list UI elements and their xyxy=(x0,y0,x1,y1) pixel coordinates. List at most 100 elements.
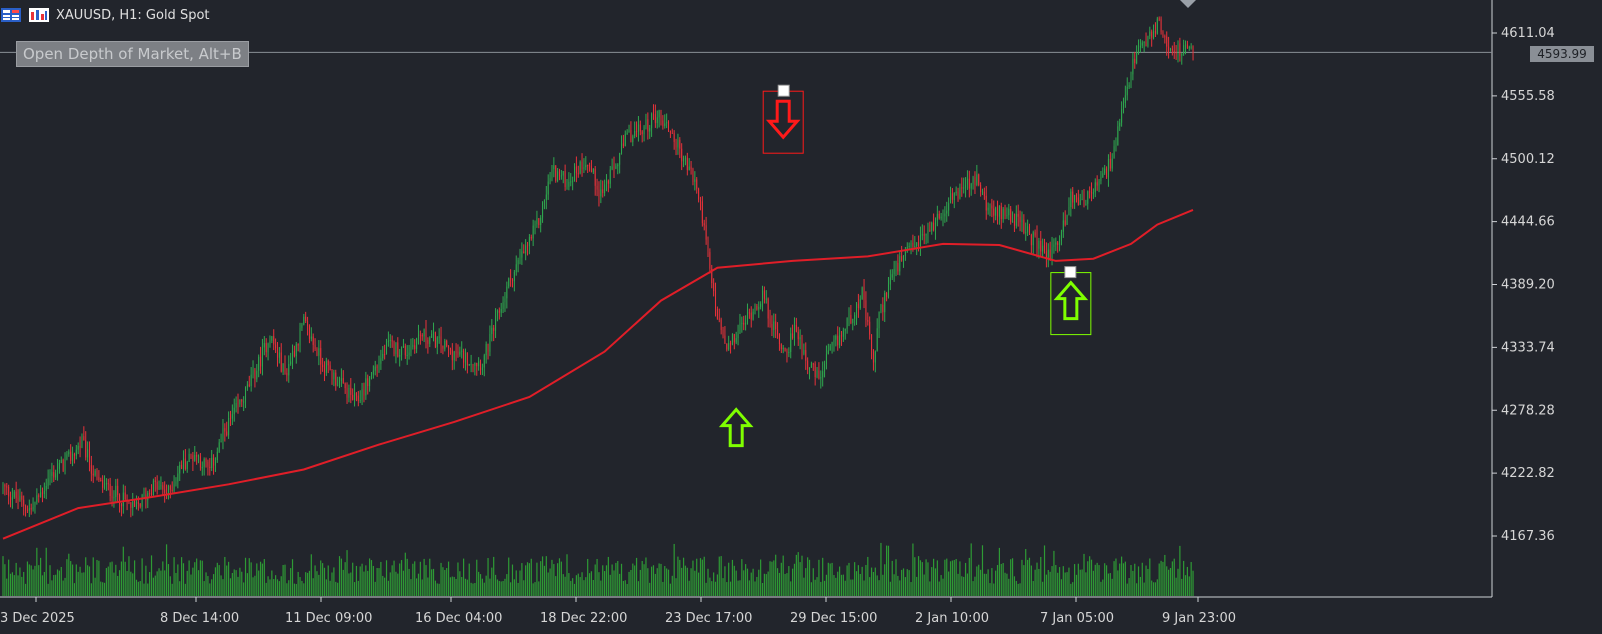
candle-body xyxy=(239,399,241,405)
volume-bar xyxy=(756,576,758,596)
volume-bar xyxy=(1100,581,1102,596)
depth-of-market-icon[interactable] xyxy=(28,6,50,24)
buy-signal-arrow[interactable] xyxy=(718,407,754,448)
candle-body xyxy=(1109,158,1111,169)
volume-bar xyxy=(115,564,117,596)
candle-body xyxy=(961,187,963,189)
candle-body xyxy=(293,351,295,357)
candle-body xyxy=(914,246,916,248)
candle-body xyxy=(1021,219,1023,223)
volume-bar xyxy=(303,583,305,596)
candle-body xyxy=(478,361,480,367)
volume-bar xyxy=(878,580,880,596)
candle-body xyxy=(1190,46,1192,48)
volume-bar xyxy=(987,569,989,596)
candle-body xyxy=(1030,234,1032,246)
volume-bar xyxy=(239,567,241,596)
volume-bar xyxy=(248,558,250,596)
volume-bar xyxy=(479,574,482,596)
volume-bar xyxy=(948,571,950,596)
volume-bar xyxy=(551,559,553,596)
candle-body xyxy=(209,466,211,469)
candle-body xyxy=(62,459,64,471)
volume-bar xyxy=(916,576,918,596)
volume-bar xyxy=(872,571,875,596)
candle-body xyxy=(850,315,852,324)
signal-handle[interactable] xyxy=(777,84,790,97)
volume-bar xyxy=(410,579,412,596)
candle-body xyxy=(825,353,827,364)
volume-bar xyxy=(1027,559,1029,596)
volume-bar xyxy=(13,575,15,596)
candle-body xyxy=(645,119,647,127)
volume-bar xyxy=(421,579,423,596)
volume-bar xyxy=(857,565,859,596)
candle-body xyxy=(387,340,389,343)
volume-bar xyxy=(194,562,196,596)
candle-body xyxy=(980,184,982,193)
volume-bar xyxy=(235,570,237,596)
candle-body xyxy=(510,278,512,280)
volume-bar xyxy=(647,568,649,596)
candle-body xyxy=(688,166,690,171)
candle-body xyxy=(741,322,743,324)
candle-body xyxy=(220,440,222,443)
candle-body xyxy=(724,335,726,344)
volume-bar xyxy=(699,558,702,596)
volume-bar xyxy=(775,554,777,596)
candle-body xyxy=(25,505,27,510)
candle-body xyxy=(1117,126,1119,146)
volume-bar xyxy=(1081,569,1083,596)
candle-body xyxy=(698,188,700,200)
volume-bar xyxy=(799,562,801,596)
sell-signal-arrow[interactable] xyxy=(762,84,804,154)
volume-bar xyxy=(447,561,450,596)
volume-bar xyxy=(637,581,640,596)
candle-body xyxy=(305,316,307,321)
volume-bar xyxy=(295,583,297,596)
volume-bar xyxy=(1184,575,1187,596)
volume-bar xyxy=(985,573,987,596)
candle-body xyxy=(286,372,288,376)
volume-bar xyxy=(406,558,408,596)
volume-bar xyxy=(793,563,796,596)
volume-bar xyxy=(643,564,645,596)
candle-body xyxy=(857,303,859,309)
candle-body xyxy=(540,217,542,226)
candle-body xyxy=(440,336,442,346)
x-tick-label: 16 Dec 04:00 xyxy=(415,611,502,626)
volume-bar xyxy=(179,581,181,596)
volume-bar xyxy=(43,571,45,596)
volume-bar xyxy=(318,574,320,596)
volume-bar xyxy=(461,576,463,596)
candle-body xyxy=(271,336,273,341)
candle-body xyxy=(886,292,888,297)
candle-body xyxy=(575,166,577,174)
candle-body xyxy=(421,334,423,337)
table-icon[interactable] xyxy=(0,6,22,24)
volume-bar xyxy=(118,570,121,596)
volume-bar xyxy=(782,555,784,596)
volume-bar xyxy=(417,573,420,596)
candle-body xyxy=(325,360,327,373)
candle-body xyxy=(1183,45,1185,54)
candle-body xyxy=(950,193,952,204)
volume-bar xyxy=(792,568,794,596)
volume-bar xyxy=(628,571,630,596)
candle-body xyxy=(301,324,303,328)
volume-bar xyxy=(664,566,666,596)
candle-body xyxy=(297,344,299,346)
candle-body xyxy=(690,166,692,170)
volume-bar xyxy=(558,558,561,596)
volume-bar xyxy=(267,576,269,596)
candle-body xyxy=(963,187,965,189)
scroll-marker-icon[interactable] xyxy=(1180,0,1196,8)
candle-body xyxy=(419,334,421,336)
candle-body xyxy=(822,371,824,378)
volume-bar xyxy=(226,565,228,596)
signal-handle[interactable] xyxy=(1064,266,1077,279)
buy-signal-arrow[interactable] xyxy=(1050,266,1092,336)
volume-bar xyxy=(154,575,156,596)
